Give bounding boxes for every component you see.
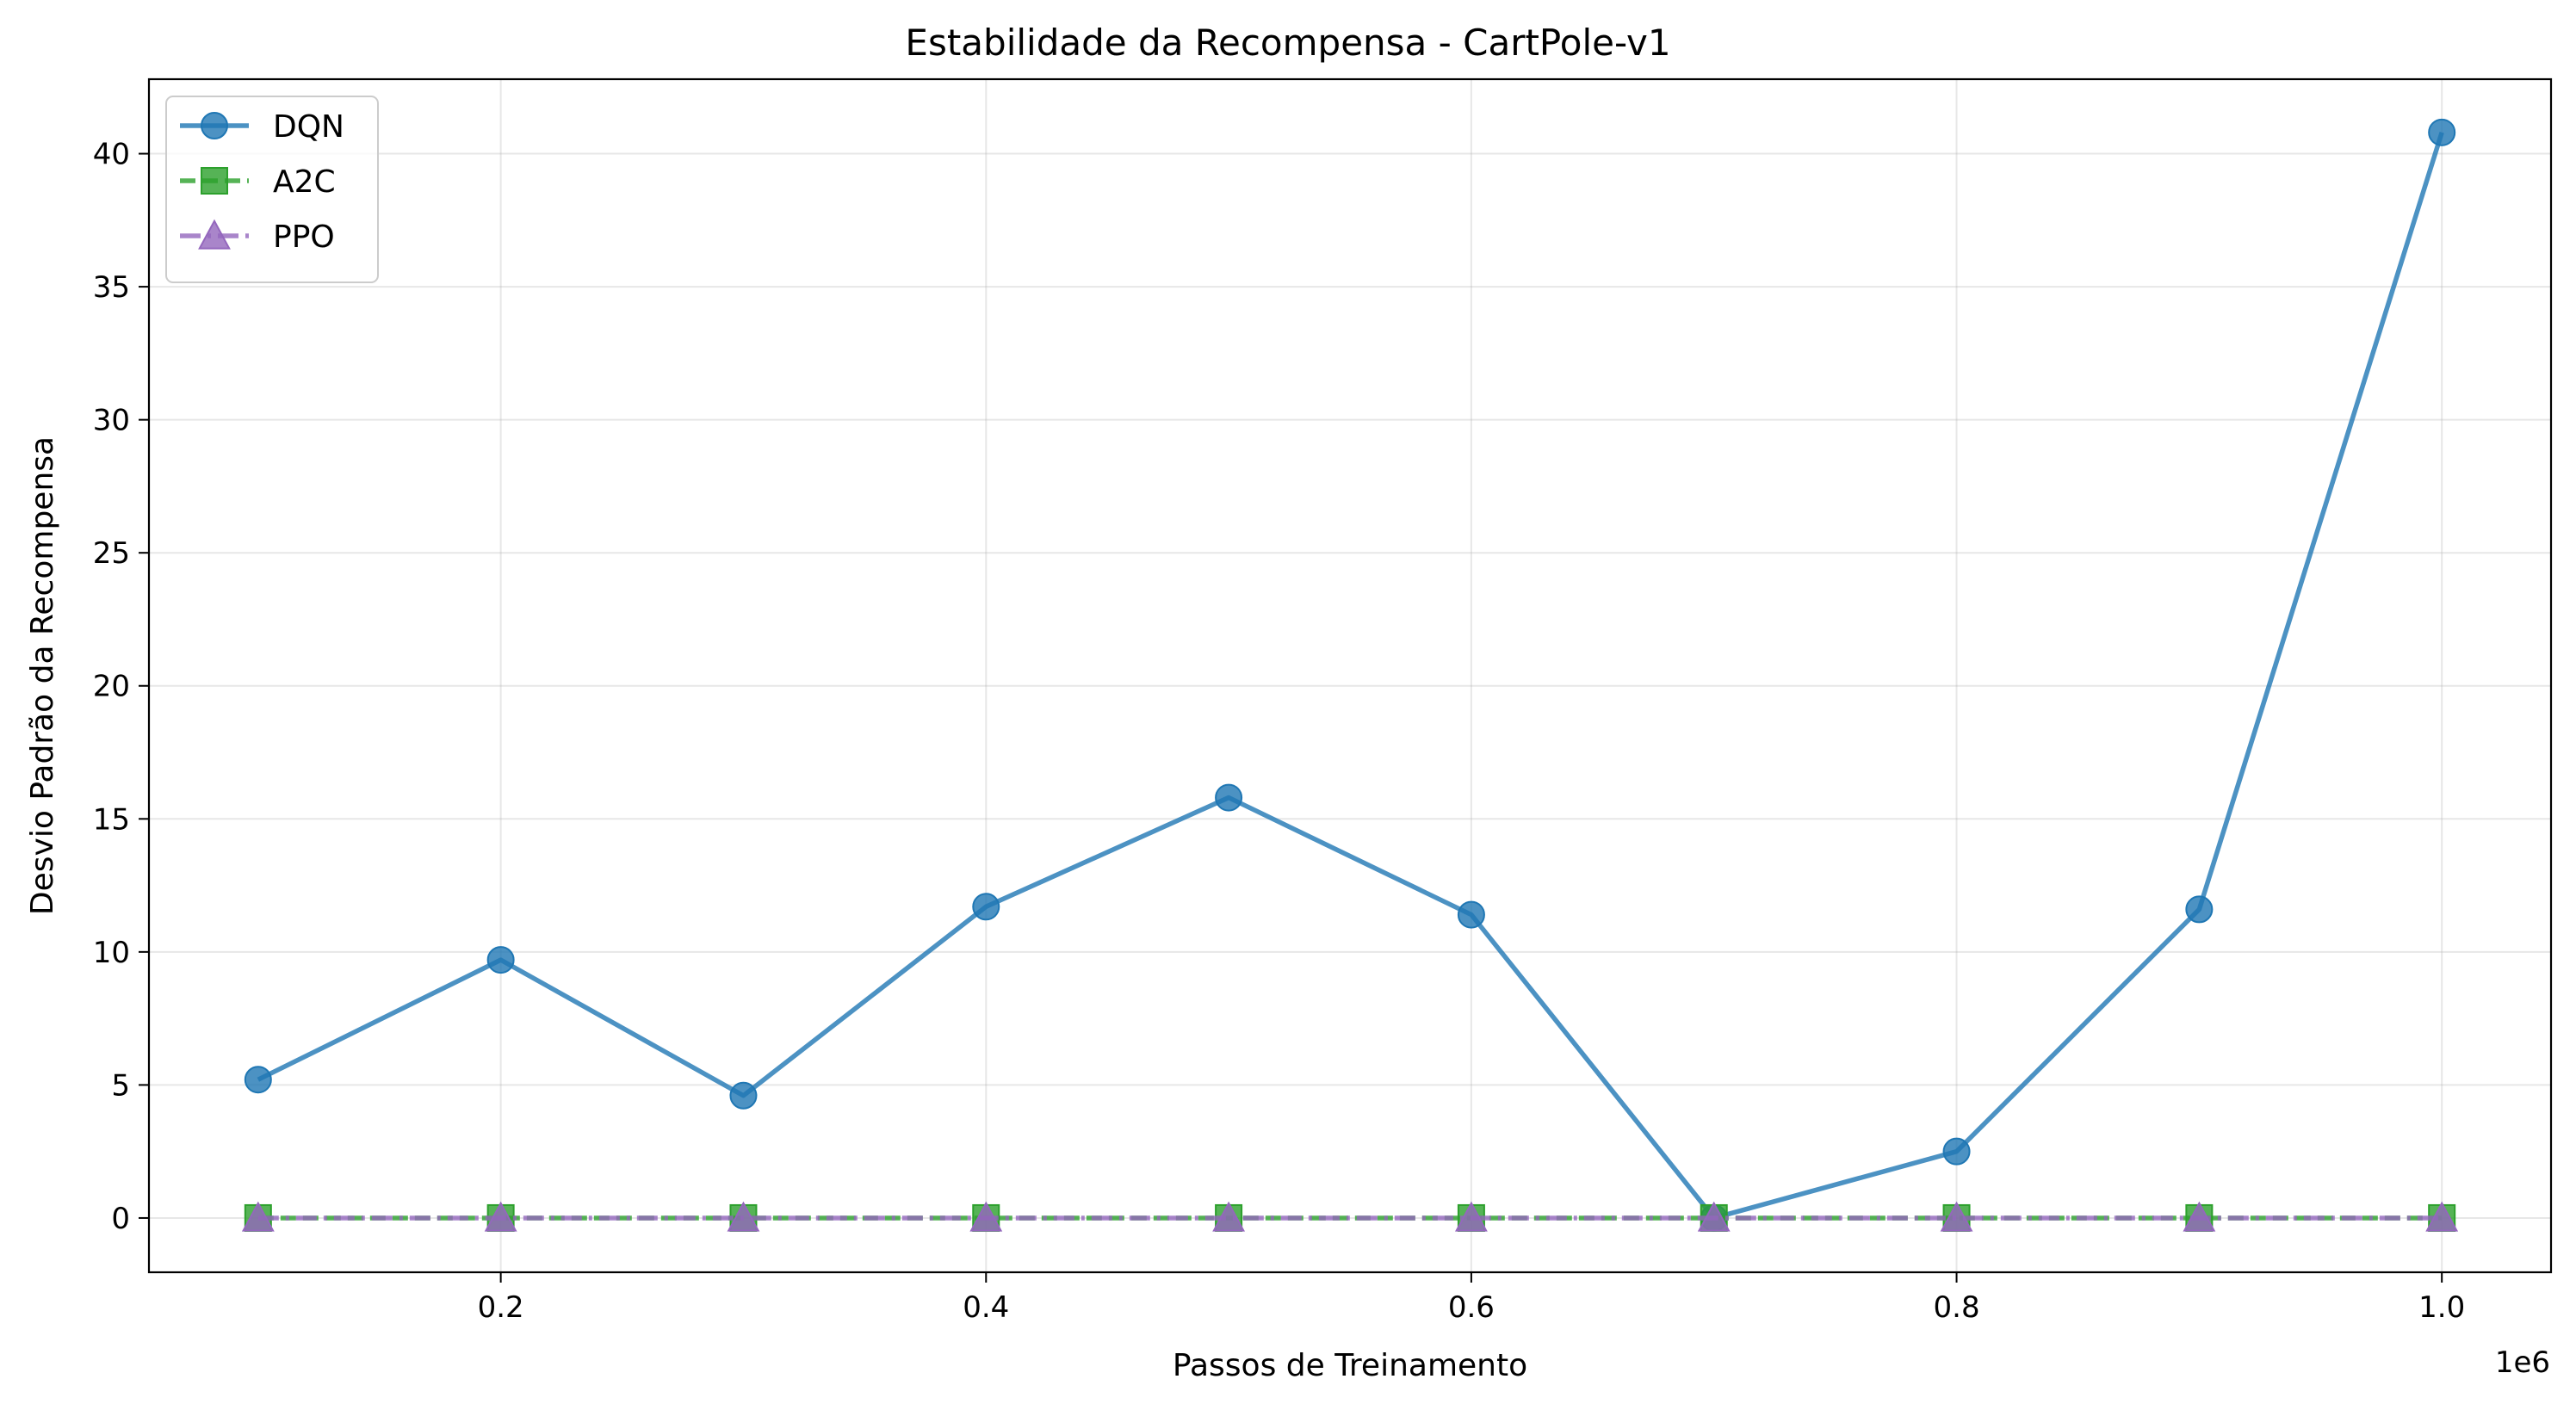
data-point-ppo — [1940, 1201, 1973, 1232]
y-tick-label: 0 — [111, 1202, 130, 1236]
legend-item-ppo: PPO — [180, 219, 335, 255]
legend-marker-triangle — [198, 219, 231, 250]
data-point-ppo — [2183, 1201, 2216, 1232]
plot-area-frame — [147, 77, 2553, 1274]
data-point-ppo — [1697, 1201, 1731, 1232]
data-point-ppo — [241, 1201, 275, 1232]
legend-marker-square — [201, 167, 228, 195]
y-tick-label: 40 — [93, 138, 130, 172]
data-point-ppo — [2425, 1201, 2459, 1232]
x-axis: 0.2 0.4 0.6 0.8 1.0 — [478, 1272, 2465, 1325]
data-point-ppo — [727, 1201, 760, 1232]
x-tick-label: 0.4 — [963, 1290, 1009, 1325]
data-point-ppo — [969, 1201, 1003, 1232]
data-point-ppo — [1212, 1201, 1246, 1232]
legend-item-a2c: A2C — [180, 164, 336, 200]
x-axis-label: Passos de Treinamento — [1173, 1348, 1527, 1383]
series-line-dqn — [257, 132, 2444, 1221]
legend-label: DQN — [273, 109, 344, 145]
data-point-dqn — [1942, 1137, 1971, 1166]
legend-marker-circle — [201, 112, 228, 139]
y-tick-label: 25 — [93, 536, 130, 571]
y-tick-label: 5 — [111, 1068, 130, 1103]
series-layer — [241, 118, 2459, 1232]
legend-label: A2C — [273, 164, 336, 200]
legend-item-dqn: DQN — [180, 109, 344, 145]
data-point-dqn — [972, 893, 1000, 921]
data-point-dqn — [2428, 118, 2456, 146]
y-axis: 0 5 10 15 20 25 30 35 40 — [93, 138, 149, 1236]
data-point-ppo — [484, 1201, 517, 1232]
data-point-ppo — [1454, 1201, 1488, 1232]
x-axis-offset-label: 1e6 — [2495, 1345, 2550, 1380]
series-ppo — [241, 1201, 2459, 1232]
x-tick-label: 1.0 — [2418, 1290, 2465, 1325]
x-tick-label: 0.2 — [478, 1290, 524, 1325]
data-point-dqn — [486, 946, 515, 974]
y-tick-label: 10 — [93, 936, 130, 970]
y-axis-label: Desvio Padrão da Recompensa — [25, 436, 60, 915]
y-tick-label: 30 — [93, 404, 130, 438]
data-point-dqn — [729, 1081, 758, 1110]
x-tick-label: 0.6 — [1448, 1290, 1495, 1325]
data-point-dqn — [244, 1066, 272, 1094]
x-tick-label: 0.8 — [1934, 1290, 1980, 1325]
data-point-dqn — [1215, 783, 1243, 812]
y-tick-label: 20 — [93, 670, 130, 704]
y-tick-label: 15 — [93, 802, 130, 837]
y-tick-label: 35 — [93, 270, 130, 305]
data-point-dqn — [1457, 900, 1485, 929]
legend: DQN A2C PPO — [165, 96, 379, 283]
legend-label: PPO — [273, 220, 335, 255]
chart-title: Estabilidade da Recompensa - CartPole-v1 — [905, 22, 1670, 64]
series-dqn — [244, 118, 2456, 1232]
data-point-dqn — [2185, 895, 2214, 924]
